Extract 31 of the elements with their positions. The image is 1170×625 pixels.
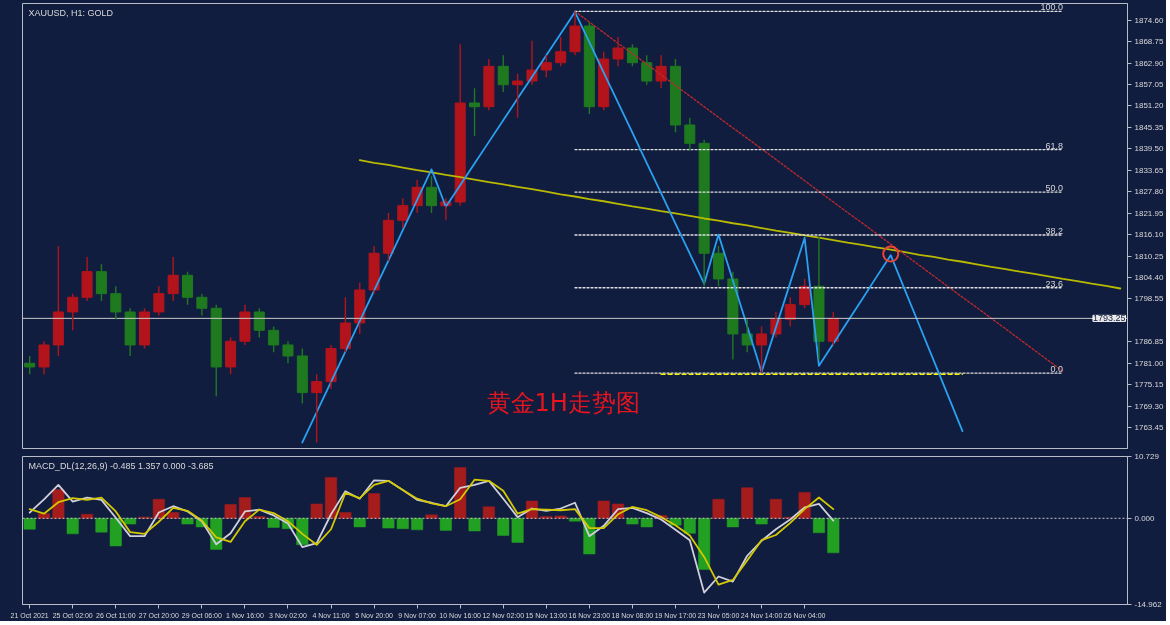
- bar: [698, 518, 711, 570]
- bar: [267, 518, 280, 528]
- bar: [23, 518, 36, 530]
- bar: [81, 514, 94, 519]
- y-tick-label: 0.000: [1134, 513, 1156, 523]
- bar: [339, 512, 352, 519]
- bar: [224, 504, 237, 519]
- bar: [167, 512, 180, 519]
- bar: [741, 487, 754, 519]
- bar: [812, 518, 825, 533]
- bar: [468, 518, 481, 532]
- bar: [425, 514, 438, 519]
- bar: [38, 513, 51, 519]
- bar: [411, 518, 424, 531]
- bar: [66, 518, 79, 535]
- bar: [597, 500, 610, 519]
- bar: [368, 493, 381, 519]
- bar: [310, 503, 323, 519]
- y-tick-label: 10.729: [1134, 452, 1160, 461]
- bar: [827, 518, 840, 554]
- y-tick-label: -14.962: [1134, 600, 1163, 609]
- bar: [325, 477, 338, 519]
- bar: [353, 518, 366, 528]
- bar: [769, 499, 782, 519]
- bar: [712, 499, 725, 519]
- chart-title: MACD_DL(12,26,9) -0.485 1.357 0.000 -3.685: [28, 460, 214, 471]
- bar: [454, 467, 467, 519]
- bar: [482, 506, 495, 519]
- bar: [439, 518, 452, 531]
- bar: [726, 518, 739, 528]
- bar: [755, 518, 768, 525]
